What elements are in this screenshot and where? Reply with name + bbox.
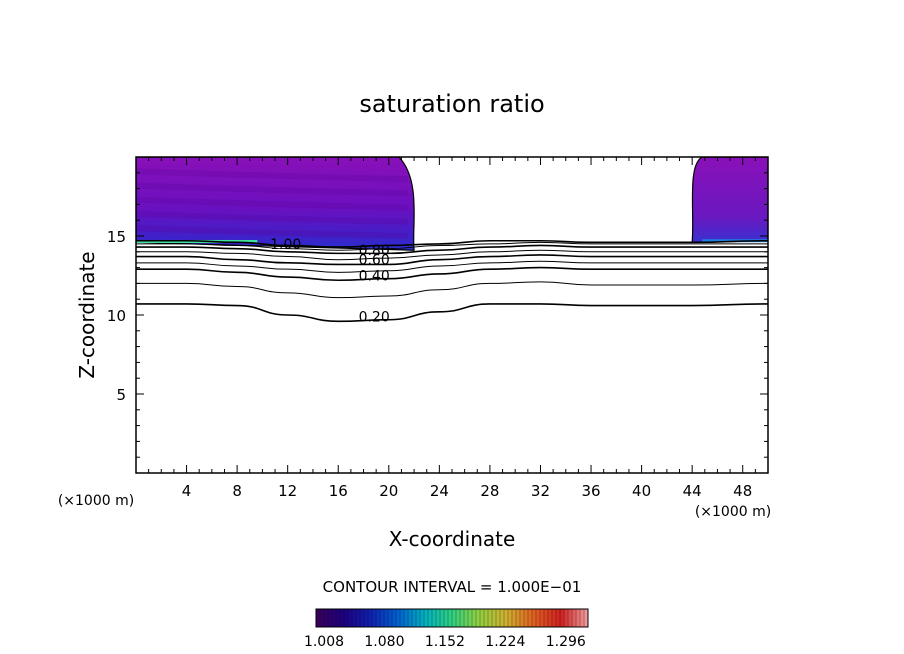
y-tick-label-5: 5: [116, 386, 126, 404]
supersaturation-regions: [136, 157, 768, 251]
x-tick-label-16: 16: [329, 482, 348, 500]
chart-title: saturation ratio: [359, 90, 544, 118]
x-tick-label-32: 32: [531, 482, 550, 500]
x-tick-label-20: 20: [379, 482, 398, 500]
contour-label-1.00: 1.00: [270, 237, 301, 253]
colorbar-label-1.152: 1.152: [425, 634, 465, 650]
x-tick-label-36: 36: [581, 482, 600, 500]
contour-line-0.90: [136, 241, 768, 251]
x-tick-label-4: 4: [182, 482, 192, 500]
y-axis-title: Z-coordinate: [75, 251, 99, 378]
contour-line-0.40: [136, 266, 768, 282]
contour-line-1.00: [136, 239, 768, 248]
y-axis-ticks: 5 10 15: [107, 172, 768, 458]
contour-label-0.40: 0.40: [359, 269, 390, 285]
colorbar: [315, 608, 589, 628]
contour-line-0.80: [136, 244, 768, 255]
contour-interval-text: CONTOUR INTERVAL = 1.000E−01: [323, 578, 582, 596]
colorbar-label-1.008: 1.008: [304, 634, 344, 650]
supersat-band: [136, 182, 408, 197]
colorbar-label-1.080: 1.080: [364, 634, 404, 650]
supersat-band: [136, 210, 408, 225]
x-tick-label-40: 40: [632, 482, 651, 500]
x-tick-label-12: 12: [278, 482, 297, 500]
y-tick-label-10: 10: [107, 307, 126, 325]
x-right-unit-label: (×1000 m): [695, 504, 771, 520]
contour-label-0.80: 0.80: [359, 243, 390, 259]
contour-lines: [136, 239, 768, 323]
supersat-region-right: [691, 157, 768, 243]
contour-labels: 0.20 0.400.600.80 1.00: [270, 237, 390, 326]
x-tick-label-44: 44: [683, 482, 702, 500]
x-left-unit-label: (×1000 m): [58, 493, 134, 509]
contour-line-0.50: [136, 260, 768, 273]
y-tick-label-15: 15: [107, 228, 126, 246]
colorbar-label-1.296: 1.296: [546, 634, 586, 650]
x-axis-title: X-coordinate: [389, 527, 516, 551]
colorbar-labels: 1.008 1.080 1.152 1.224 1.296: [304, 634, 586, 650]
contour-label-0.20: 0.20: [359, 310, 390, 326]
contour-line-0.60: [136, 254, 768, 266]
supersat-band: [136, 168, 408, 183]
contour-label-0.60: 0.60: [359, 253, 390, 269]
contour-line-0.70: [136, 249, 768, 261]
x-tick-label-28: 28: [480, 482, 499, 500]
supersat-band: [136, 196, 408, 211]
x-tick-label-48: 48: [733, 482, 752, 500]
contour-line-0.20: [136, 303, 768, 323]
contour-line-0.30: [136, 281, 768, 299]
colorbar-label-1.224: 1.224: [485, 634, 525, 650]
colorbar-stripes: [319, 609, 585, 627]
supersat-region-left: [136, 157, 415, 251]
supersat-band: [136, 225, 408, 239]
x-tick-label-8: 8: [232, 482, 242, 500]
x-tick-label-24: 24: [430, 482, 449, 500]
x-axis-ticks: 4 8 12 16 20 24 28 32 36 40 44 48: [148, 157, 756, 500]
